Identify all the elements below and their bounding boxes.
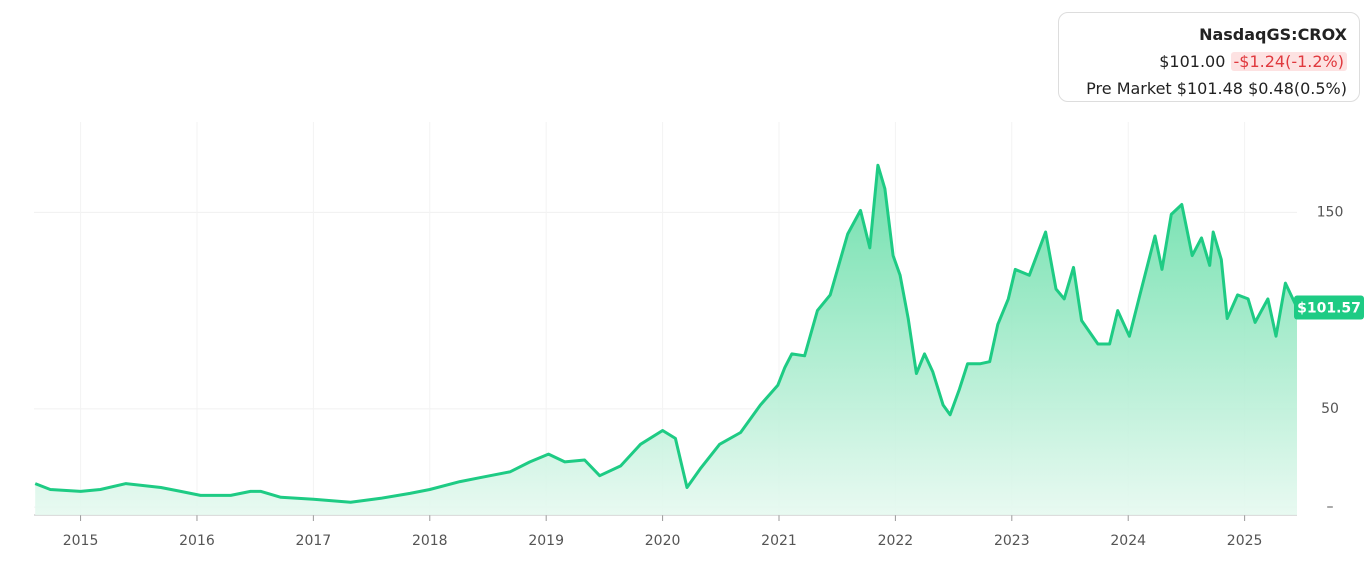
line — [34, 163, 1299, 504]
x-tick-label: 2020 — [645, 533, 681, 549]
pre-market-price: $101.48 — [1176, 79, 1243, 98]
x-tick-label: 2018 — [412, 533, 448, 549]
y-tick-label: – — [1327, 499, 1334, 515]
y-tick-label: 150 — [1317, 204, 1344, 220]
last-price-label: $101.57 — [1297, 301, 1361, 317]
price: $101.00 — [1159, 52, 1226, 71]
y-tick-label: 50 — [1321, 401, 1339, 417]
x-tick-label: 2019 — [528, 533, 564, 549]
ticker: NasdaqGS:CROX — [1199, 25, 1347, 44]
x-tick-label: 2023 — [994, 533, 1030, 549]
last-price-box — [1294, 295, 1364, 320]
pre-market-change: $0.48(0.5%) — [1248, 79, 1347, 98]
x-tick-label: 2015 — [63, 533, 99, 549]
x-tick-label: 2017 — [296, 533, 332, 549]
x-tick-label: 2021 — [761, 533, 797, 549]
x-tick-label: 2024 — [1110, 533, 1146, 549]
x-tick-label: 2016 — [179, 533, 215, 549]
change: -$1.24(-1.2%) — [1230, 52, 1347, 71]
pre-market-label: Pre Market — [1086, 79, 1172, 98]
area — [35, 165, 1298, 515]
quote-box: NasdaqGS:CROX $101.00 -$1.24(-1.2%) Pre … — [1058, 12, 1360, 102]
x-tick-label: 2025 — [1227, 533, 1263, 549]
x-tick-label: 2022 — [878, 533, 914, 549]
